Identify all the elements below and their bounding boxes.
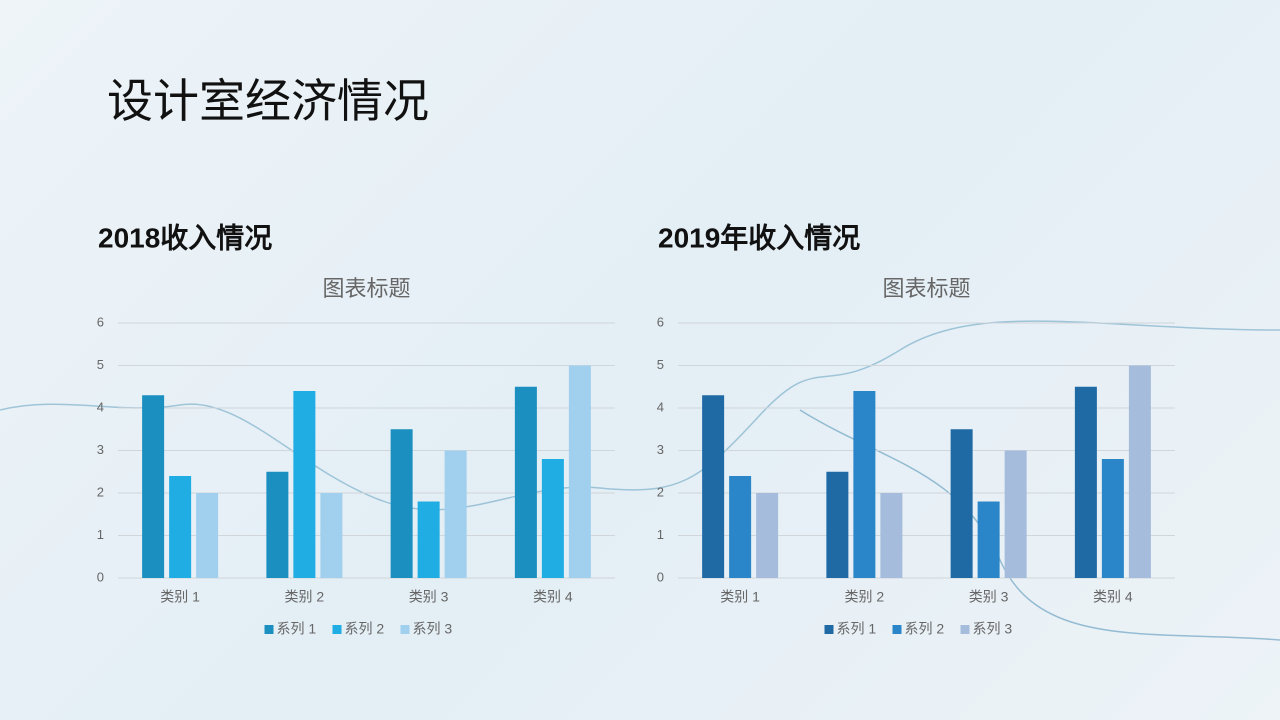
x-tick-label: 类别 2 [285,589,325,605]
y-tick-label: 0 [97,569,104,584]
legend-label: 系列 3 [973,621,1013,637]
bar [293,391,316,578]
bar [729,476,752,578]
x-tick-label: 类别 1 [160,589,200,605]
chart-title: 图表标题 [882,276,970,301]
bar [880,493,903,578]
bar [541,459,564,578]
legend-swatch [824,625,834,634]
y-tick-label: 2 [657,484,664,499]
bar [950,429,973,578]
bar [1004,450,1027,578]
y-tick-label: 5 [657,357,664,372]
bar [417,501,440,578]
bar [514,386,537,578]
y-tick-label: 3 [97,442,104,457]
legend-swatch [264,625,274,634]
bar [320,493,343,578]
bar [444,450,467,578]
y-tick-label: 4 [97,399,104,414]
chart-title: 图表标题 [322,276,410,301]
x-tick-label: 类别 4 [1093,589,1133,605]
y-tick-label: 5 [97,357,104,372]
x-tick-label: 类别 2 [845,589,885,605]
chart-heading: 2019年收入情况 [658,221,860,253]
x-tick-label: 类别 4 [533,589,573,605]
y-tick-label: 0 [657,569,664,584]
legend-swatch [332,625,342,634]
legend-swatch [892,625,902,634]
y-tick-label: 6 [657,314,664,329]
bar [853,391,876,578]
crack-decoration [0,320,1280,511]
bar [756,493,779,578]
bar [390,429,413,578]
bar [1074,386,1097,578]
bar [826,471,849,578]
x-tick-label: 类别 3 [409,589,449,605]
y-tick-label: 6 [97,314,104,329]
y-tick-label: 2 [97,484,104,499]
bar [1128,365,1151,578]
crack-decoration [799,409,1280,641]
legend-swatch [960,625,970,634]
legend-label: 系列 2 [345,621,385,637]
x-tick-label: 类别 3 [969,589,1009,605]
bar [568,365,591,578]
legend-label: 系列 2 [905,621,945,637]
x-tick-label: 类别 1 [720,589,760,605]
bar [977,501,1000,578]
bar [1101,459,1124,578]
y-tick-label: 1 [657,527,664,542]
legend-label: 系列 3 [413,621,453,637]
bar [169,476,192,578]
y-tick-label: 4 [657,399,664,414]
y-tick-label: 3 [657,442,664,457]
bar [702,395,725,578]
bar [266,471,289,578]
legend-label: 系列 1 [277,621,317,637]
legend-swatch [400,625,410,634]
legend-label: 系列 1 [837,621,877,637]
chart-heading: 2018收入情况 [98,222,272,253]
slide-title: 设计室经济情况 [107,75,429,127]
bar [196,493,219,578]
y-tick-label: 1 [97,527,104,542]
bar [142,395,165,578]
